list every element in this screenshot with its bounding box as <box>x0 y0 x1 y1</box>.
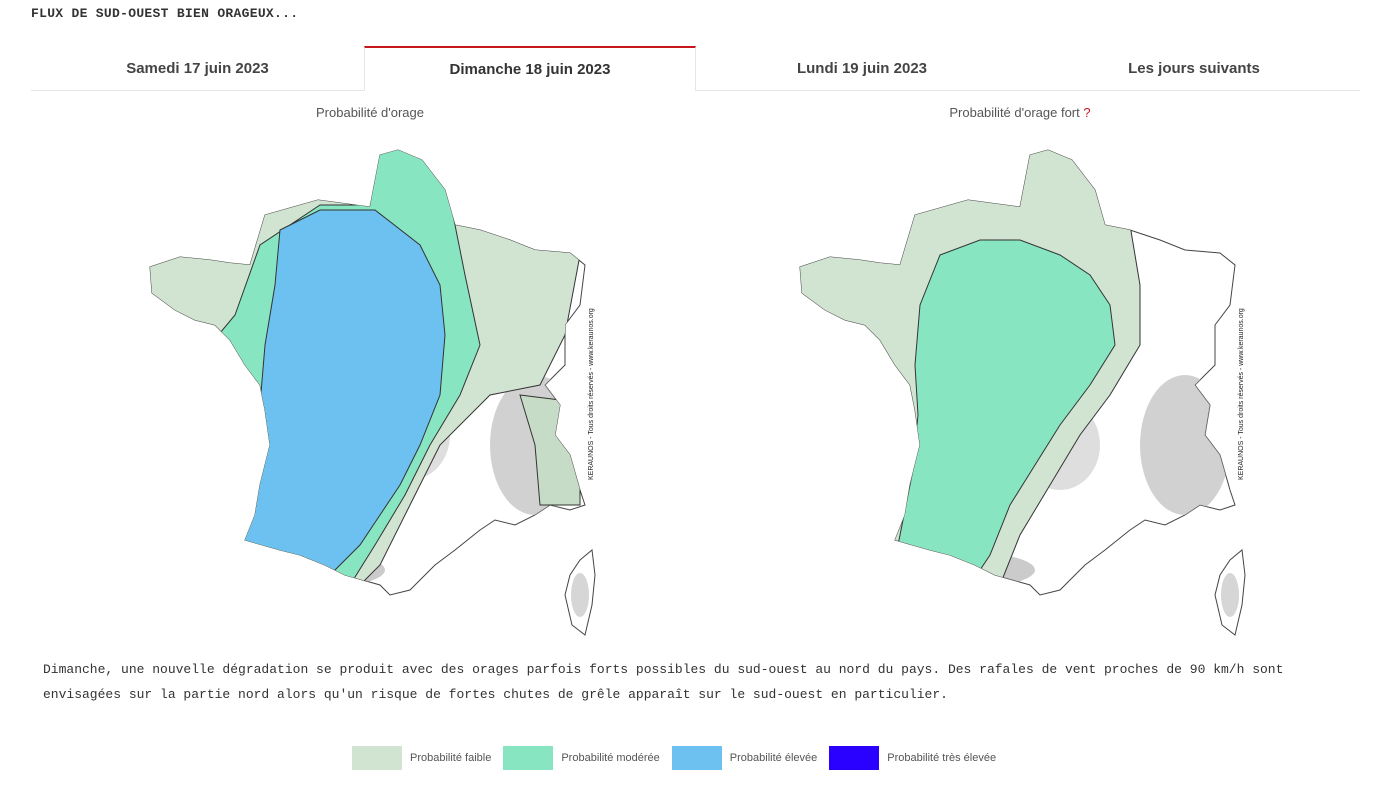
legend-item-high: Probabilité élevée <box>671 746 818 770</box>
legend-item-very-high: Probabilité très élevée <box>829 746 996 770</box>
article-headline: FLUX DE SUD-OUEST BIEN ORAGEUX... <box>31 6 299 21</box>
legend-item-moderate: Probabilité modérée <box>503 746 660 770</box>
probability-legend: Probabilité faible Probabilité modérée P… <box>352 746 1008 770</box>
legend-label-moderate: Probabilité modérée <box>561 752 660 764</box>
legend-swatch-high <box>671 746 722 770</box>
corsica-relief <box>1221 573 1239 617</box>
storm-probability-map <box>149 149 596 636</box>
help-link[interactable]: ? <box>1083 105 1091 120</box>
left-map-title-text: Probabilité d'orage <box>316 105 424 120</box>
right-map-title: Probabilité d'orage fort ? <box>870 105 1170 120</box>
tab-lundi[interactable]: Lundi 19 juin 2023 <box>796 59 928 77</box>
strong-storm-probability-map <box>799 149 1246 636</box>
left-map-title: Probabilité d'orage <box>220 105 520 120</box>
legend-item-low: Probabilité faible <box>352 746 491 770</box>
tab-dimanche[interactable]: Dimanche 18 juin 2023 <box>364 46 696 91</box>
legend-swatch-low <box>352 746 402 770</box>
legend-swatch-moderate <box>503 746 554 770</box>
day-tabs: Samedi 17 juin 2023 Dimanche 18 juin 202… <box>31 46 1360 91</box>
legend-swatch-very-high <box>829 746 880 770</box>
tab-jours-suivants[interactable]: Les jours suivants <box>1128 59 1260 77</box>
right-map-title-text: Probabilité d'orage fort <box>949 105 1080 120</box>
left-map-credit: KERAUNOS - Tous droits réservés - www.ke… <box>588 308 595 480</box>
right-map-credit: KERAUNOS - Tous droits réservés - www.ke… <box>1238 308 1245 480</box>
corsica-relief <box>571 573 589 617</box>
legend-label-high: Probabilité élevée <box>729 752 818 764</box>
legend-label-low: Probabilité faible <box>410 752 492 764</box>
tab-samedi[interactable]: Samedi 17 juin 2023 <box>126 59 269 77</box>
zone-high-probability <box>239 209 446 586</box>
legend-label-very-high: Probabilité très élevée <box>887 752 997 764</box>
forecast-description: Dimanche, une nouvelle dégradation se pr… <box>43 662 1284 702</box>
alps-relief <box>1140 375 1230 515</box>
